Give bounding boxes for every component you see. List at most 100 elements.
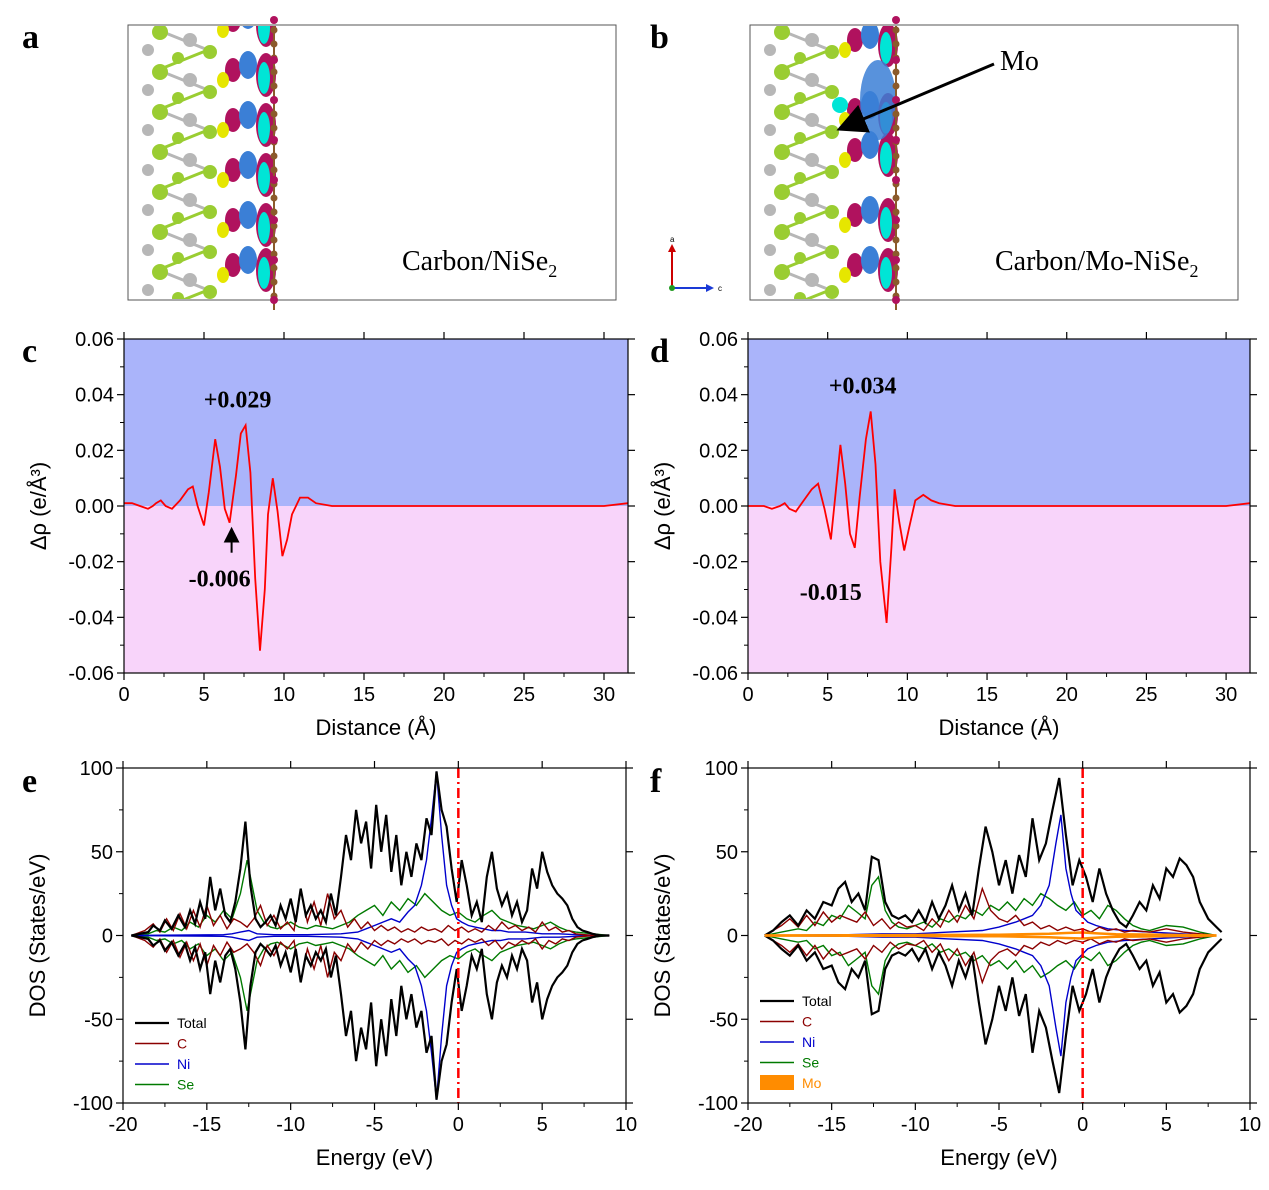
x-tick-label: 5 — [822, 684, 833, 706]
structure-group — [764, 26, 898, 299]
carbon-atom — [270, 124, 278, 132]
carbon-atom — [892, 278, 900, 286]
carbon-atom — [892, 222, 900, 230]
charge-difference-curve — [124, 422, 629, 651]
carbon-atom — [892, 124, 900, 132]
charge-accumulation — [225, 58, 241, 82]
ni-atom — [764, 284, 776, 296]
dos-ni-down — [764, 934, 1217, 1057]
se-atom — [825, 125, 839, 139]
x-tick-label: 20 — [433, 684, 455, 706]
x-tick-label: 5 — [537, 1114, 548, 1136]
charge-cyan — [880, 32, 892, 64]
se-atom — [172, 92, 184, 104]
charge-dot — [270, 136, 278, 144]
carbon-atom — [270, 26, 278, 34]
legend-label-total: Total — [177, 1015, 207, 1031]
se-atom — [774, 64, 790, 80]
x-tick-label: 0 — [118, 684, 129, 706]
se-atom — [152, 224, 168, 240]
se-atom — [794, 52, 806, 64]
charge-dot — [892, 56, 900, 64]
y-tick-label: 0.06 — [699, 329, 738, 351]
charge-cyan — [258, 26, 270, 44]
panel-letter-d: d — [650, 333, 669, 370]
legend-label-c: C — [177, 1036, 187, 1052]
se-atom — [774, 264, 790, 280]
se-atom — [172, 292, 184, 299]
se-atom — [825, 85, 839, 99]
panel-letter-c: c — [22, 333, 37, 370]
x-tick-label: -15 — [817, 1114, 846, 1136]
se-atom — [152, 26, 168, 40]
legend-label-se: Se — [177, 1077, 194, 1093]
charge-dot — [892, 216, 900, 224]
charge-dot — [270, 56, 278, 64]
charge-cyan — [258, 162, 270, 194]
x-tick-label: 0 — [742, 684, 753, 706]
y-tick-label: -50 — [709, 1009, 738, 1031]
structure-label-b: Carbon/Mo-NiSe2 — [995, 246, 1198, 281]
x-tick-label: 30 — [593, 684, 615, 706]
carbon-atom — [270, 250, 278, 258]
ni-atom — [805, 113, 819, 127]
se-atom — [774, 184, 790, 200]
min-annotation: -0.015 — [800, 580, 862, 606]
charge-depletion — [861, 196, 879, 224]
charge-cyan — [880, 142, 892, 174]
ni-atom — [805, 33, 819, 47]
ni-atom — [142, 244, 154, 256]
se-atom — [172, 132, 184, 144]
charge-dot — [892, 176, 900, 184]
max-annotation: +0.029 — [204, 387, 272, 413]
carbon-atom — [270, 40, 278, 48]
charge-depletion — [239, 101, 257, 129]
se-atom — [825, 245, 839, 259]
carbon-atom — [892, 26, 900, 34]
charge-accumulation — [226, 26, 240, 32]
axis-indicator: a c — [668, 235, 722, 293]
min-annotation: -0.006 — [189, 567, 251, 593]
se-atom — [152, 264, 168, 280]
carbon-atom — [270, 152, 278, 160]
ni-atom — [183, 193, 197, 207]
dos-c-down — [764, 934, 1217, 985]
y-tick-label: 0.00 — [75, 496, 114, 518]
dos-se-up — [764, 875, 1217, 937]
charge-depletion — [239, 201, 257, 229]
se-atom — [825, 45, 839, 59]
x-tick-label: 10 — [1239, 1114, 1261, 1136]
charge-cyan — [258, 212, 270, 244]
charge-dot — [892, 256, 900, 264]
se-atom — [794, 292, 806, 299]
charge-dot — [270, 216, 278, 224]
ni-atom — [142, 84, 154, 96]
carbon-atom — [892, 236, 900, 244]
charge-cyan — [258, 62, 270, 94]
charge-accumulation — [847, 253, 863, 277]
se-atom — [172, 52, 184, 64]
ni-atom — [142, 164, 154, 176]
se-atom — [774, 224, 790, 240]
charge-depletion — [239, 51, 257, 79]
legend-label-ni: Ni — [802, 1034, 815, 1050]
x-axis-label: Distance (Å) — [938, 715, 1059, 740]
se-atom — [172, 252, 184, 264]
y-tick-label: -50 — [84, 1009, 113, 1031]
se-atom — [774, 144, 790, 160]
charge-yellow — [839, 267, 851, 283]
x-tick-label: 0 — [453, 1114, 464, 1136]
chart-d: 0 5 10 15 20 25 30 -0.06 -0.04 -0.02 0.00 0.02 0.04 0… — [650, 329, 1257, 740]
x-tick-label: 30 — [1215, 684, 1237, 706]
charge-dot — [270, 16, 278, 24]
y-axis-label: DOS (States/eV) — [25, 854, 50, 1018]
dos-mo-down — [764, 934, 1217, 940]
se-atom — [203, 285, 217, 299]
y-tick-label: -0.02 — [692, 552, 738, 574]
x-axis-label: Energy (eV) — [316, 1145, 433, 1170]
charge-yellow — [839, 217, 851, 233]
se-atom — [203, 85, 217, 99]
structure-image-b — [764, 16, 900, 310]
charge-dot — [892, 296, 900, 304]
